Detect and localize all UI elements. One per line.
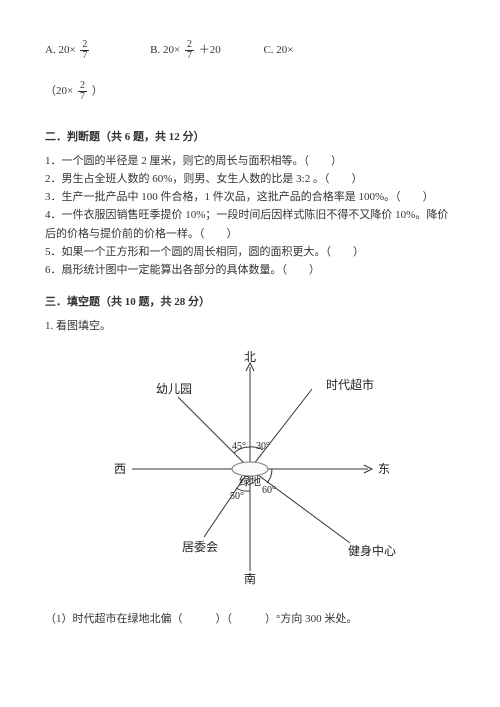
compass-svg: 北 南 东 西 绿地 幼儿园 时代超市 居委会 健身中心 45° 30° 50°… <box>100 349 400 589</box>
option-b-tail: ＋20 <box>199 44 221 56</box>
option-continuation: （20× 2 7 ） <box>45 81 455 102</box>
compass-diagram: 北 南 东 西 绿地 幼儿园 时代超市 居委会 健身中心 45° 30° 50°… <box>45 349 455 592</box>
ray-se <box>250 469 350 543</box>
angle-50: 50° <box>230 491 244 502</box>
cont-post: ） <box>92 85 103 97</box>
label-ne: 时代超市 <box>326 377 374 392</box>
label-nw: 幼儿园 <box>156 382 192 396</box>
judge-q4: 4．一件衣服因销售旺季提价 10%；一段时间后因样式陈旧不得不又降价 10%。降… <box>45 206 455 242</box>
fill-q1-sub1: （1）时代超市在绿地北偏（ ）（ ）°方向 300 米处。 <box>45 610 455 628</box>
fill-q1: 1. 看图填空。 <box>45 317 455 335</box>
label-north: 北 <box>244 350 256 364</box>
ray-ne <box>250 389 312 469</box>
label-sw: 居委会 <box>182 540 218 554</box>
label-south: 南 <box>244 571 256 586</box>
option-b-label: B. 20× <box>150 44 180 56</box>
judge-q6: 6．扇形统计图中一定能算出各部分的具体数量。（ ） <box>45 261 455 279</box>
center-ellipse <box>232 462 268 476</box>
option-b-frac: 2 7 <box>185 40 194 61</box>
judge-q2: 2．男生占全班人数的 60%，则男、女生人数的比是 3:2 。（ ） <box>45 170 455 188</box>
option-b: B. 20× 2 7 ＋20 <box>150 40 221 61</box>
angle-60: 60° <box>262 485 276 496</box>
cont-pre: （20× <box>45 85 73 97</box>
angle-45: 45° <box>232 441 246 452</box>
option-a-label: A. 20× <box>45 44 76 56</box>
option-a-frac: 2 7 <box>80 40 89 61</box>
option-c-label: C. 20× <box>263 44 293 56</box>
section-2-title: 二．判断题（共 6 题，共 12 分） <box>45 128 455 144</box>
label-west: 西 <box>114 462 126 476</box>
judge-q3: 3．生产一批产品中 100 件合格，1 件次品，这批产品的合格率是 100%。（… <box>45 188 455 206</box>
section-3-title: 三．填空题（共 10 题，共 28 分） <box>45 293 455 309</box>
option-a: A. 20× 2 7 <box>45 40 91 61</box>
label-east: 东 <box>378 462 390 476</box>
cont-frac: 2 7 <box>78 81 87 102</box>
label-se: 健身中心 <box>348 543 396 558</box>
judge-q1: 1．一个圆的半径是 2 厘米，则它的周长与面积相等。（ ） <box>45 152 455 170</box>
options-row: A. 20× 2 7 B. 20× 2 7 ＋20 C. 20× <box>45 40 455 61</box>
ray-nw <box>178 397 250 469</box>
judge-q5: 5．如果一个正方形和一个圆的周长相同，圆的面积更大。（ ） <box>45 243 455 261</box>
option-c: C. 20× <box>263 42 293 60</box>
label-center: 绿地 <box>239 474 261 488</box>
angle-30: 30° <box>256 441 270 452</box>
